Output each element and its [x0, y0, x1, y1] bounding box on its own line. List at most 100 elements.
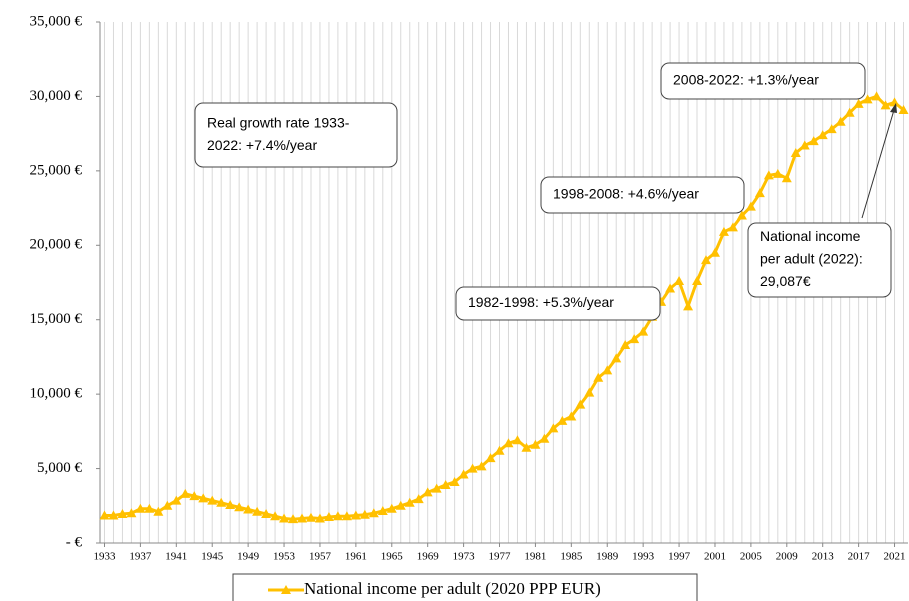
y-tick-label: 25,000 €	[30, 162, 83, 178]
point-marker	[584, 387, 595, 397]
point-marker	[826, 124, 837, 134]
point-marker	[395, 500, 406, 510]
point-marker	[575, 399, 586, 409]
x-tick-label: 1937	[129, 551, 152, 563]
x-tick-label: 1941	[165, 551, 187, 563]
x-tick-label: 1993	[632, 551, 655, 563]
y-tick-label: 30,000 €	[30, 88, 83, 104]
legend-label: National income per adult (2020 PPP EUR)	[304, 579, 601, 598]
point-marker	[297, 513, 307, 523]
x-tick-label: 2005	[740, 551, 763, 563]
x-tick-label: 1985	[560, 551, 583, 563]
point-marker	[368, 508, 379, 518]
point-marker	[512, 435, 523, 445]
point-marker	[763, 170, 774, 180]
x-tick-label: 1933	[93, 551, 116, 563]
point-marker	[548, 423, 559, 433]
point-marker	[674, 276, 685, 286]
annotation-box	[747, 222, 892, 298]
point-marker	[745, 201, 756, 211]
point-marker	[871, 91, 882, 101]
point-marker	[162, 500, 173, 510]
point-marker	[602, 365, 613, 375]
annotation-box	[660, 62, 866, 100]
point-marker	[799, 140, 810, 150]
x-tick-label: 2009	[776, 551, 799, 563]
y-tick-label: 20,000 €	[30, 237, 83, 253]
point-marker	[180, 488, 191, 498]
x-tick-label: 2001	[704, 551, 726, 563]
point-marker	[99, 510, 110, 520]
point-marker	[503, 438, 514, 448]
annotation-text: Real growth rate 1933-	[207, 114, 350, 130]
point-marker	[790, 147, 801, 157]
point-marker	[557, 415, 568, 425]
point-marker	[153, 506, 164, 516]
point-marker	[889, 97, 900, 107]
point-marker	[709, 247, 720, 257]
point-marker	[234, 502, 245, 512]
point-marker	[377, 505, 388, 515]
annotation-box	[455, 286, 661, 321]
point-marker	[593, 372, 604, 382]
point-marker	[386, 503, 397, 513]
point-marker	[727, 222, 738, 232]
annotation: Real growth rate 1933- 2022: +7.4%/year	[194, 102, 398, 168]
annotation-text: 1982-1998: +5.3%/year	[468, 294, 614, 310]
point-marker	[314, 513, 325, 523]
point-marker	[835, 116, 846, 126]
point-marker	[718, 226, 729, 236]
x-tick-label: 2013	[812, 551, 835, 563]
point-marker	[305, 512, 316, 522]
point-marker	[440, 479, 451, 489]
x-tick-label: 1945	[201, 551, 224, 563]
point-marker	[458, 469, 469, 479]
point-marker	[413, 494, 424, 504]
point-marker	[862, 94, 873, 104]
annotation: 1982-1998: +5.3%/year	[455, 286, 661, 321]
point-marker	[844, 107, 855, 117]
point-marker	[665, 283, 676, 293]
point-marker	[638, 326, 649, 336]
point-marker	[144, 503, 155, 513]
point-marker	[431, 483, 442, 493]
point-marker	[683, 301, 694, 311]
x-tick-label: 1957	[309, 551, 332, 563]
point-marker	[736, 210, 747, 220]
point-marker	[135, 503, 146, 513]
annotation-text: 2008-2022: +1.3%/year	[673, 72, 819, 88]
point-marker	[521, 442, 532, 452]
point-marker	[323, 511, 334, 521]
point-marker	[216, 497, 227, 507]
annotation: 1998-2008: +4.6%/year	[540, 176, 745, 214]
point-marker	[467, 463, 478, 473]
point-marker	[817, 130, 828, 140]
annotation-text: National income	[760, 228, 861, 244]
point-marker	[422, 487, 433, 497]
point-marker	[566, 411, 577, 421]
point-marker	[288, 514, 299, 524]
point-marker	[898, 105, 909, 115]
y-tick-label: - €	[66, 534, 83, 550]
point-marker	[261, 508, 272, 518]
point-marker	[629, 334, 640, 344]
y-tick-label: 10,000 €	[30, 386, 83, 402]
annotation-text: 2022: +7.4%/year	[207, 137, 317, 153]
point-marker	[692, 276, 703, 286]
x-tick-label: 1981	[524, 551, 546, 563]
x-tick-label: 2017	[848, 551, 871, 563]
point-marker	[341, 511, 352, 521]
point-marker	[270, 511, 281, 521]
x-tick-label: 2021	[884, 551, 906, 563]
point-marker	[485, 453, 496, 463]
annotation-arrow	[861, 109, 895, 219]
annotation: National income per adult (2022): 29,087€	[747, 222, 892, 298]
point-marker	[476, 461, 487, 471]
point-marker	[243, 504, 254, 514]
annotation-box	[194, 102, 398, 168]
x-tick-label: 1977	[489, 551, 512, 563]
point-marker	[359, 509, 370, 519]
point-marker	[404, 497, 415, 507]
annotation-box	[540, 176, 745, 214]
